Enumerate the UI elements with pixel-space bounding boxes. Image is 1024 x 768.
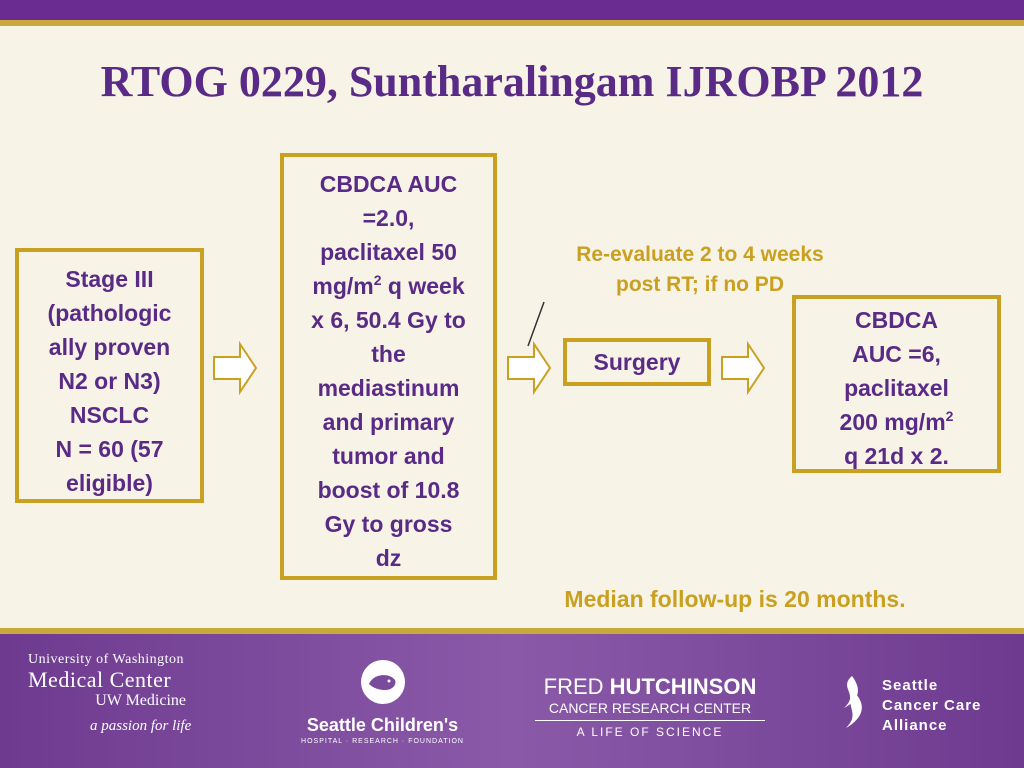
arrow-right-icon — [507, 340, 552, 396]
chemo-line: dz — [375, 545, 402, 571]
chemo-line: mg/m2 q week — [284, 269, 493, 303]
uw-medicine-logo: University of Washington Medical Center … — [28, 652, 191, 735]
fred-hutch-last: HUTCHINSON — [609, 674, 757, 699]
reevaluate-line: Re-evaluate 2 to 4 weeks — [576, 243, 824, 266]
chemo-dose-superscript: 2 — [373, 272, 382, 288]
stage-line: (pathologic — [47, 300, 172, 326]
scca-flame-icon — [844, 676, 862, 728]
chemo-line: CBDCA AUC — [319, 171, 458, 197]
uw-line: Medical Center — [28, 667, 172, 692]
adjuvant-dose-unit: 200 mg/m — [839, 409, 946, 435]
uw-line: University of Washington — [28, 652, 185, 667]
chemo-line: and primary — [322, 409, 455, 435]
fred-hutch-name: FRED HUTCHINSON — [535, 674, 765, 700]
scca-line: Alliance — [882, 717, 948, 734]
uw-tagline: a passion for life — [90, 718, 192, 734]
fred-hutch-first: FRED — [543, 674, 604, 699]
top-gold-stripe — [0, 20, 1024, 26]
chemo-line: the — [371, 341, 406, 367]
fred-hutchinson-logo: FRED HUTCHINSON CANCER RESEARCH CENTER A… — [535, 674, 765, 739]
surgery-box: Surgery — [563, 338, 711, 386]
adjuvant-dose-superscript: 2 — [945, 408, 954, 424]
scca-line: Seattle — [882, 677, 939, 694]
stage-line: ally proven — [48, 334, 171, 360]
whale-icon — [360, 660, 405, 704]
bottom-gold-stripe — [0, 628, 1024, 634]
reevaluate-line: post RT; if no PD — [616, 273, 784, 296]
pointer-line-icon — [527, 301, 545, 347]
arrow-right-icon — [213, 340, 258, 396]
chemo-line: paclitaxel 50 — [320, 239, 457, 265]
stage-line: eligible) — [66, 470, 153, 496]
seattle-childrens-logo: Seattle Children's HOSPITAL · RESEARCH ·… — [300, 658, 465, 745]
reevaluate-note: Re-evaluate 2 to 4 weeks post RT; if no … — [520, 240, 880, 300]
arrow-right-icon — [721, 340, 766, 396]
scca-text: Seattle Cancer Care Alliance — [882, 676, 981, 736]
chemo-dose-unit: mg/m — [312, 273, 374, 299]
chemo-line: =2.0, — [362, 205, 415, 231]
followup-note: Median follow-up is 20 months. — [564, 586, 906, 612]
fred-hutch-sub: CANCER RESEARCH CENTER — [535, 700, 765, 721]
slide-title: RTOG 0229, Suntharalingam IJROBP 2012 — [100, 57, 924, 106]
seattle-childrens-name: Seattle Children's — [306, 715, 459, 735]
chemo-line: Gy to gross — [324, 511, 453, 537]
adjuvant-line: 200 mg/m2 — [796, 405, 997, 439]
chemo-line: tumor and — [332, 443, 445, 469]
adjuvant-box: CBDCA AUC =6, paclitaxel 200 mg/m2 q 21d… — [792, 295, 1001, 473]
adjuvant-line: q 21d x 2. — [844, 443, 949, 469]
chemo-line: x 6, 50.4 Gy to — [311, 307, 466, 333]
chemo-line: boost of 10.8 — [317, 477, 460, 503]
stage-line: Stage III — [65, 266, 154, 292]
footer: University of Washington Medical Center … — [0, 634, 1024, 768]
adjuvant-line: AUC =6, — [852, 341, 941, 367]
adjuvant-line: CBDCA — [854, 307, 939, 333]
stage-line: N2 or N3) — [58, 368, 161, 394]
uw-line: UW Medicine — [95, 692, 186, 709]
chemo-dose-schedule: q week — [381, 273, 465, 299]
stage-line: NSCLC — [69, 402, 150, 428]
chemoradiation-box: CBDCA AUC =2.0, paclitaxel 50 mg/m2 q we… — [280, 153, 497, 580]
seattle-childrens-sub: HOSPITAL · RESEARCH · FOUNDATION — [301, 738, 464, 745]
chemo-line: mediastinum — [317, 375, 460, 401]
stage-line: N = 60 (57 — [55, 436, 164, 462]
stage-box: Stage III (pathologic ally proven N2 or … — [15, 248, 204, 503]
top-purple-bar — [0, 0, 1024, 20]
adjuvant-line: paclitaxel — [844, 375, 949, 401]
fred-hutch-tagline: A LIFE OF SCIENCE — [576, 725, 724, 739]
scca-line: Cancer Care — [882, 697, 982, 714]
